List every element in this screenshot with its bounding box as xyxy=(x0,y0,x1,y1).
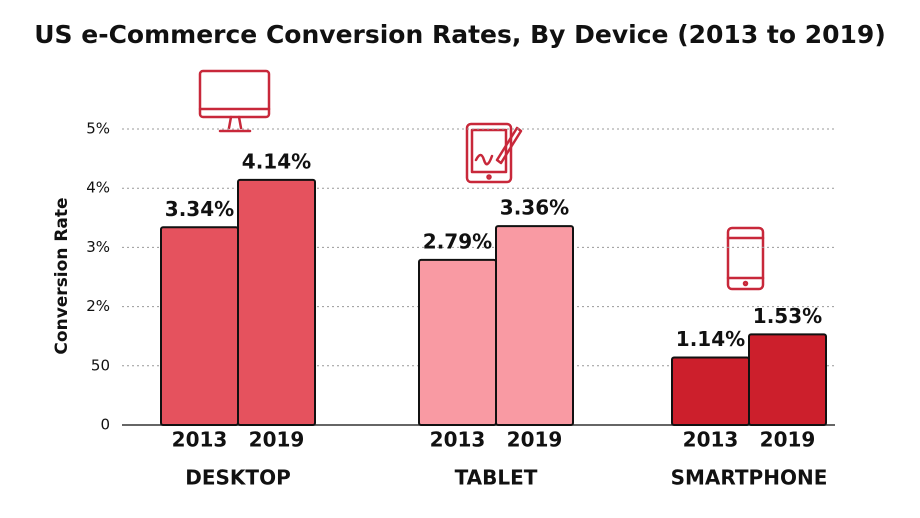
tablet-icon xyxy=(465,122,523,184)
bar xyxy=(748,333,827,427)
x-tick-label: 2013 xyxy=(683,428,739,452)
y-tick-label: 5% xyxy=(86,120,110,138)
value-label: 3.34% xyxy=(165,197,234,221)
group-label: SMARTPHONE xyxy=(671,466,828,490)
value-label: 3.36% xyxy=(500,196,569,220)
bar xyxy=(160,226,239,426)
x-tick-label: 2013 xyxy=(172,428,228,452)
value-label: 4.14% xyxy=(242,149,311,173)
y-tick-label: 2% xyxy=(86,297,110,315)
desktop-icon xyxy=(198,69,271,133)
x-tick-label: 2019 xyxy=(760,428,816,452)
bar xyxy=(237,178,316,426)
y-tick-label: 50 xyxy=(91,356,110,374)
x-tick-label: 2019 xyxy=(249,428,305,452)
group-label: DESKTOP xyxy=(185,466,290,490)
chart-title: US e-Commerce Conversion Rates, By Devic… xyxy=(34,20,886,49)
x-tick-label: 2019 xyxy=(507,428,563,452)
x-tick-label: 2013 xyxy=(430,428,486,452)
bar xyxy=(671,356,750,426)
y-tick-label: 0 xyxy=(100,416,110,434)
group-label: TABLET xyxy=(455,466,538,490)
bar xyxy=(418,258,497,426)
bar xyxy=(495,225,574,426)
smartphone-icon xyxy=(726,226,765,291)
y-tick-label: 3% xyxy=(86,238,110,256)
value-label: 1.14% xyxy=(676,327,745,351)
y-axis-label: Conversion Rate xyxy=(52,197,72,354)
y-tick-label: 4% xyxy=(86,179,110,197)
value-label: 2.79% xyxy=(423,229,492,253)
value-label: 1.53% xyxy=(753,304,822,328)
